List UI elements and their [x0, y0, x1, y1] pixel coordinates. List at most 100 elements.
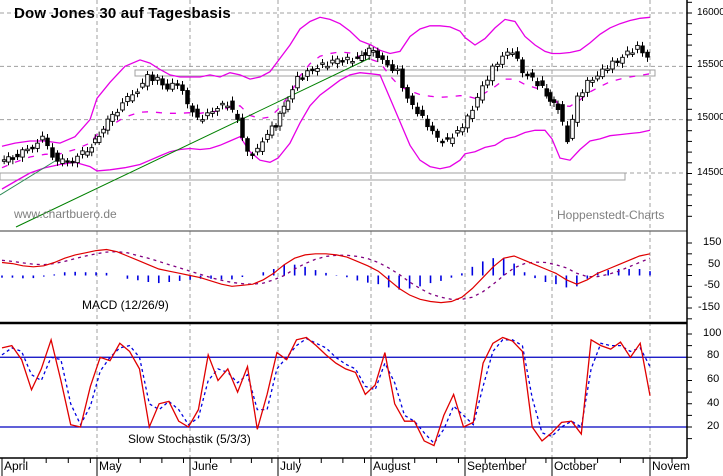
candle-up [485, 79, 490, 86]
candle-down [300, 77, 305, 80]
y-tick-macd: -150 [698, 301, 721, 313]
candle-up [330, 59, 335, 64]
candle-down [190, 105, 195, 113]
candle-up [281, 105, 287, 114]
candle-up [89, 147, 94, 153]
candle-up [305, 70, 310, 77]
candle-down [390, 64, 395, 72]
candle-up [125, 96, 130, 103]
candle-up [80, 150, 85, 155]
candle-up [145, 74, 150, 87]
candle-up [470, 109, 475, 120]
candle-up [269, 125, 275, 136]
candle-up [220, 102, 225, 106]
candle-down [440, 140, 445, 144]
x-tick-month: September [467, 459, 526, 473]
candle-down [615, 60, 620, 64]
candle-down [310, 68, 315, 72]
bollinger-upper [1, 16, 651, 147]
y-tick-price: 14500 [697, 167, 723, 178]
candle-down [525, 73, 530, 77]
candle-down [640, 45, 645, 54]
x-tick-month: Novem [652, 459, 691, 473]
support-zone [0, 172, 626, 181]
candle-up [635, 44, 640, 50]
candle-up [101, 128, 106, 134]
candle-up [255, 147, 260, 153]
bollinger-middle [1, 51, 651, 169]
candle-down [430, 125, 435, 132]
candle-up [115, 111, 120, 117]
x-tick-month: May [99, 459, 122, 473]
candle-down [185, 90, 190, 105]
candle-down [250, 153, 255, 156]
candle-up [359, 55, 365, 61]
candle-down [385, 60, 390, 66]
macd-line [1, 248, 651, 304]
candle-up [75, 155, 80, 164]
candle-up [475, 96, 480, 108]
trendline-main [15, 57, 371, 228]
candle-down [195, 108, 200, 118]
candle-up [500, 55, 505, 65]
candle-up [585, 79, 590, 93]
candle-up [495, 63, 500, 67]
candle-up [510, 52, 515, 55]
y-tick-macd: 150 [703, 236, 722, 248]
watermark-hoppenstedt: Hoppenstedt-Charts [557, 208, 665, 222]
candle-down [273, 125, 279, 128]
candle-up [120, 102, 125, 111]
candle-down [245, 138, 250, 152]
candle-up [610, 60, 615, 70]
chart-title: Dow Jones 30 auf Tagesbasis [14, 5, 231, 22]
candle-down [565, 125, 570, 143]
candle-up [40, 135, 45, 141]
candle-up [605, 68, 610, 71]
candle-down [540, 80, 545, 86]
candle-up [277, 112, 283, 127]
candle-up [620, 56, 625, 64]
candle-up [580, 92, 585, 98]
candle-down [515, 51, 520, 59]
candle-down [530, 72, 535, 78]
candle-down [340, 60, 345, 63]
candle-up [200, 119, 205, 122]
candle-up [325, 65, 330, 69]
candle-up [225, 105, 230, 109]
candle-up [6, 156, 11, 163]
candle-up [215, 108, 220, 112]
candle-up [490, 65, 495, 82]
candle-down [425, 118, 430, 128]
candle-down [70, 160, 75, 164]
candle-up [60, 158, 65, 164]
candle-up [600, 68, 605, 78]
candle-down [520, 59, 525, 74]
candle-up [110, 113, 115, 122]
candle-up [260, 141, 265, 152]
candle-up [450, 137, 455, 145]
candle-up [35, 142, 40, 149]
y-tick-price: 15000 [697, 112, 723, 123]
y-tick-macd: 50 [708, 258, 721, 270]
candle-down [645, 51, 650, 58]
candle-down [363, 52, 368, 56]
candle-up [350, 61, 355, 64]
candle-up [105, 118, 111, 131]
y-tick-macd: -50 [704, 279, 720, 291]
y-tick-stoch: 80 [707, 349, 720, 361]
y-tick-price: 15500 [697, 59, 723, 70]
candle-up [630, 52, 635, 55]
stoch-k-line [1, 336, 651, 447]
candle-up [130, 94, 135, 102]
candle-up [20, 149, 25, 158]
candle-up [366, 47, 372, 56]
candle-up [1, 159, 7, 162]
candle-down [45, 137, 50, 147]
x-tick-month: July [280, 459, 302, 473]
candle-down [560, 104, 565, 122]
candle-down [415, 106, 420, 115]
stochastic-label: Slow Stochastik (5/3/3) [128, 432, 251, 446]
candle-up [480, 85, 485, 101]
candle-down [55, 152, 60, 162]
